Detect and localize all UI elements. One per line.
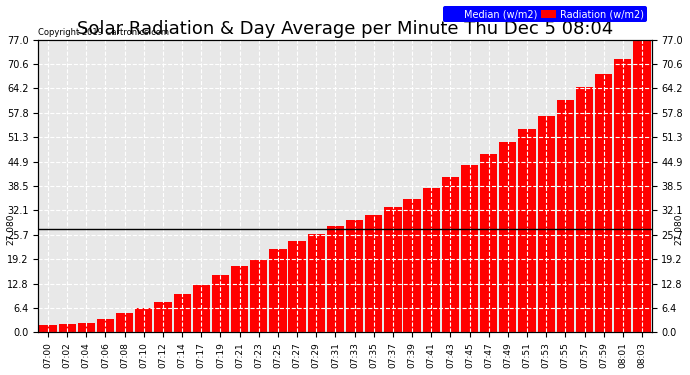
- Bar: [288, 241, 306, 333]
- Bar: [557, 100, 574, 333]
- Bar: [442, 177, 459, 333]
- Bar: [614, 58, 631, 333]
- Bar: [231, 266, 248, 333]
- Bar: [480, 154, 497, 333]
- Bar: [39, 325, 57, 333]
- Bar: [595, 74, 612, 333]
- Bar: [461, 165, 478, 333]
- Bar: [404, 200, 421, 333]
- Bar: [116, 314, 133, 333]
- Bar: [384, 207, 402, 333]
- Bar: [193, 285, 210, 333]
- Bar: [78, 323, 95, 333]
- Bar: [269, 249, 286, 333]
- Bar: [633, 40, 651, 333]
- Bar: [346, 220, 363, 333]
- Bar: [212, 275, 229, 333]
- Bar: [365, 214, 382, 333]
- Bar: [97, 319, 114, 333]
- Bar: [135, 308, 152, 333]
- Bar: [173, 294, 190, 333]
- Text: Copyright 2019 Cartronics.com: Copyright 2019 Cartronics.com: [39, 28, 170, 37]
- Bar: [155, 302, 172, 333]
- Bar: [576, 87, 593, 333]
- Bar: [250, 260, 268, 333]
- Bar: [500, 142, 517, 333]
- Title: Solar Radiation & Day Average per Minute Thu Dec 5 08:04: Solar Radiation & Day Average per Minute…: [77, 20, 613, 38]
- Bar: [308, 234, 325, 333]
- Bar: [538, 116, 555, 333]
- Legend: Median (w/m2), Radiation (w/m2): Median (w/m2), Radiation (w/m2): [443, 6, 647, 22]
- Bar: [518, 129, 535, 333]
- Text: 27.080: 27.080: [675, 214, 684, 245]
- Bar: [59, 324, 76, 333]
- Bar: [422, 188, 440, 333]
- Bar: [327, 226, 344, 333]
- Text: 27.080: 27.080: [6, 214, 15, 245]
